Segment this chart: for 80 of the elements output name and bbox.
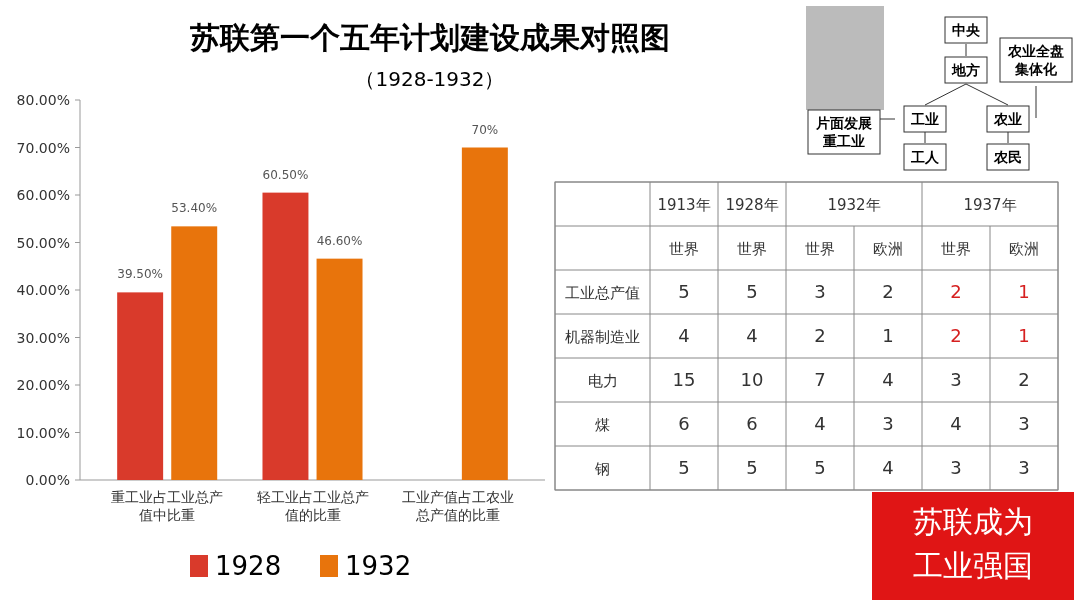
text: 1928年	[725, 196, 779, 214]
text: 世界	[737, 240, 767, 258]
bar	[117, 292, 164, 480]
text: 1937年	[963, 196, 1017, 214]
text: 欧洲	[1009, 240, 1039, 258]
text: 4	[678, 325, 690, 346]
bar	[171, 226, 218, 480]
text: 3	[950, 369, 962, 390]
data-label: 39.50%	[117, 267, 164, 282]
data-label: 60.50%	[262, 167, 309, 182]
text: 1913年	[657, 196, 711, 214]
text: 15	[672, 369, 696, 390]
text: 农业全盘集体化	[1007, 43, 1064, 77]
text: 5	[746, 457, 758, 478]
y-tick-label: 60.00%	[16, 187, 70, 203]
x-tick-label: 重工业占工业总产值中比重	[111, 489, 224, 523]
text: 煤	[595, 416, 610, 434]
bar	[262, 192, 309, 480]
text: 电力	[587, 372, 618, 390]
chart-subtitle: （1928-1932）	[355, 67, 505, 91]
text: 3	[814, 281, 826, 302]
y-tick-label: 50.00%	[16, 234, 70, 251]
chart-title: 苏联第一个五年计划建设成果对照图	[189, 20, 670, 55]
bar	[316, 258, 363, 480]
text: 5	[678, 457, 690, 478]
text: 3	[1018, 457, 1030, 478]
text: 钢	[594, 460, 610, 478]
text: 4	[746, 325, 758, 346]
text: 中央	[952, 22, 981, 38]
text: 3	[950, 457, 962, 478]
text: 2	[814, 325, 826, 346]
x-tick-label: 工业产值占工农业总产值的比重	[401, 489, 514, 523]
data-label: 70%	[471, 122, 499, 137]
text: 片面发展重工业	[815, 115, 872, 149]
text: 2	[950, 325, 962, 346]
bar	[461, 147, 508, 480]
text: 4	[882, 457, 894, 478]
text: 2	[882, 281, 894, 302]
y-tick-label: 70.00%	[16, 139, 70, 156]
text: 农民	[993, 149, 1022, 165]
text: 10	[740, 369, 764, 390]
text: 5	[678, 281, 690, 302]
y-tick-label: 10.00%	[16, 424, 70, 441]
data-label: 53.40%	[171, 201, 218, 216]
data-label: 46.60%	[316, 233, 363, 248]
text: 工业	[910, 111, 939, 127]
y-tick-label: 80.00%	[16, 92, 70, 108]
text: 1932年	[827, 196, 881, 214]
legend-label: 1928	[215, 551, 282, 581]
text: 4	[882, 369, 894, 390]
text: 7	[814, 369, 826, 390]
text: 欧洲	[873, 240, 903, 258]
text: 1	[882, 325, 894, 346]
text: 世界	[669, 240, 699, 258]
text: 农业	[993, 111, 1022, 127]
text: 2	[1018, 369, 1030, 390]
text: 1	[1018, 281, 1030, 302]
text: 3	[882, 413, 894, 434]
text: 4	[950, 413, 962, 434]
y-tick-label: 0.00%	[25, 472, 70, 488]
text: 世界	[805, 240, 835, 258]
text: 机器制造业	[565, 328, 640, 346]
text: 2	[950, 281, 962, 302]
text: 1	[1018, 325, 1030, 346]
text: 5	[814, 457, 826, 478]
x-tick-label: 轻工业占工业总产值的比重	[256, 489, 369, 523]
legend-label: 1932	[345, 551, 412, 581]
text: 地方	[951, 62, 980, 78]
text: 4	[814, 413, 826, 434]
text: 工业总产值	[565, 284, 640, 302]
text: 世界	[941, 240, 971, 258]
y-tick-label: 40.00%	[16, 282, 70, 298]
y-tick-label: 30.00%	[16, 329, 70, 346]
text: 6	[678, 413, 690, 434]
y-tick-label: 20.00%	[16, 377, 70, 393]
text: 工人	[910, 149, 940, 165]
text: 3	[1018, 413, 1030, 434]
text: 苏联成为工业强国	[913, 504, 1033, 583]
text: 5	[746, 281, 758, 302]
text: 6	[746, 413, 758, 434]
